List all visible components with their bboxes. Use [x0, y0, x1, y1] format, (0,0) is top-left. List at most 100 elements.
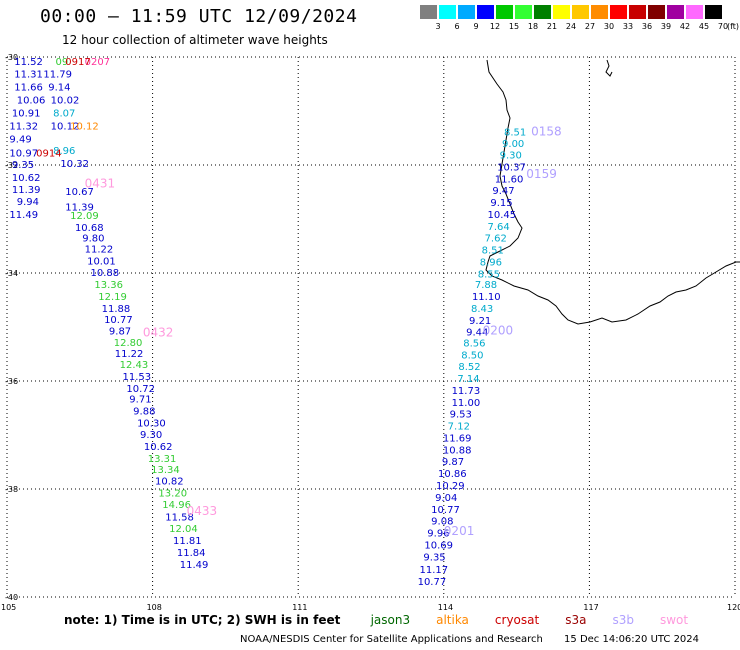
- pass-time-label: 0432: [143, 326, 174, 340]
- legend-swatch: [534, 5, 551, 19]
- wave-height-label: 10.32: [60, 159, 89, 170]
- overlap-label: 0207: [85, 57, 110, 68]
- wave-height-label: 11.84: [177, 548, 206, 559]
- wave-height-label: 13.34: [151, 465, 180, 476]
- legend-label: 6: [454, 22, 460, 31]
- wave-height-label: 13.31: [148, 454, 177, 465]
- lon-tick-label: 108: [147, 603, 162, 612]
- legend-swatch: [553, 5, 570, 19]
- satellite-key-s3a: s3a: [565, 613, 587, 627]
- legend-label: 27: [584, 22, 596, 31]
- legend-label: 36: [641, 22, 653, 31]
- satellite-key-altika: altika: [436, 613, 469, 627]
- map-subtitle: 12 hour collection of altimeter wave hei…: [62, 33, 328, 47]
- wave-height-label: 11.49: [180, 560, 209, 571]
- pass-time-label: 0201: [444, 524, 475, 538]
- lat-tick-label: -30: [5, 53, 18, 62]
- wave-height-label: 8.96: [53, 146, 75, 157]
- overlap-label: 10.12: [70, 121, 99, 132]
- wave-height-label: 10.29: [436, 481, 465, 492]
- wave-height-label: 7.64: [487, 222, 509, 233]
- wave-height-label: 7.88: [475, 280, 497, 291]
- legend-swatch: [591, 5, 608, 19]
- wave-height-label: 11.49: [9, 210, 38, 221]
- wave-height-label: 11.22: [115, 349, 144, 360]
- wave-height-label: 9.15: [490, 198, 512, 209]
- wave-height-label: 8.51: [504, 127, 526, 138]
- wave-height-label: 9.96: [427, 529, 449, 540]
- wave-height-label: 12.19: [98, 292, 127, 303]
- wave-height-label: 9.14: [48, 82, 70, 93]
- wave-height-label: 9.94: [17, 197, 39, 208]
- coastline-north-fragment: [605, 59, 613, 77]
- wave-height-label: 11.17: [420, 565, 449, 576]
- wave-height-label: 8.56: [463, 338, 485, 349]
- legend-label: 24: [565, 22, 577, 31]
- legend-label: 18: [527, 22, 539, 31]
- wave-height-label: 9.35: [12, 160, 34, 171]
- wave-height-label: 10.82: [155, 477, 184, 488]
- satellite-key-swot: swot: [659, 613, 689, 627]
- wave-height-label: 7.14: [457, 374, 479, 385]
- wave-height-label: 9.49: [9, 134, 31, 145]
- legend-label: 33: [622, 22, 634, 31]
- satellite-key-s3b: s3b: [612, 613, 634, 627]
- wave-height-label: 10.72: [126, 384, 155, 395]
- wave-height-label: 10.77: [418, 577, 447, 588]
- legend-swatch: [477, 5, 494, 19]
- generated-timestamp: 15 Dec 14:06:20 UTC 2024: [564, 634, 700, 645]
- wave-height-label: 10.68: [75, 223, 104, 234]
- wave-height-label: 9.08: [431, 517, 453, 528]
- footer: note: 1) Time is in UTC; 2) SWH is in fe…: [0, 612, 740, 650]
- map-title: 00:00 – 11:59 UTC 12/09/2024: [40, 6, 358, 27]
- wave-height-label: 10.77: [104, 315, 133, 326]
- wave-height-label: 11.69: [443, 433, 472, 444]
- credit-line: NOAA/NESDIS Center for Satellite Applica…: [240, 634, 699, 645]
- wave-height-label: 10.37: [497, 162, 526, 173]
- legend-swatch: [705, 5, 722, 19]
- legend-label: 39: [660, 22, 672, 31]
- satellite-key: jason3 altika cryosat s3a s3b swot: [345, 613, 689, 627]
- legend-label: 30: [603, 22, 615, 31]
- wave-height-label: 11.22: [85, 244, 114, 255]
- legend-swatch: [572, 5, 589, 19]
- wave-height-label: 10.88: [90, 268, 119, 279]
- wave-height-label: 9.88: [133, 406, 155, 417]
- wave-height-label: 9.71: [129, 395, 151, 406]
- legend-label: 12: [489, 22, 501, 31]
- wave-height-label: 11.81: [173, 536, 202, 547]
- lon-tick-label: 114: [438, 603, 453, 612]
- wave-height-label: 11.10: [472, 292, 501, 303]
- wave-height-label: 9.35: [423, 552, 445, 563]
- wave-height-label: 9.21: [469, 316, 491, 327]
- wave-height-label: 12.43: [120, 360, 149, 371]
- wave-height-label: 10.69: [424, 540, 453, 551]
- wave-height-label: 13.36: [94, 280, 123, 291]
- wave-height-label: 10.62: [12, 173, 41, 184]
- wave-height-label: 11.31: [14, 70, 43, 81]
- pass-time-label: 0158: [531, 124, 562, 138]
- overlap-label: 09: [56, 57, 69, 68]
- legend-label: 15: [508, 22, 520, 31]
- legend-swatch: [515, 5, 532, 19]
- legend-label: 45: [698, 22, 710, 31]
- pass-time-label: 0433: [187, 504, 218, 518]
- wave-height-label: 8.50: [461, 350, 483, 361]
- wave-height-label: 10.88: [443, 445, 472, 456]
- lon-tick-label: 111: [292, 603, 307, 612]
- wave-height-label: 11.53: [123, 372, 152, 383]
- legend-swatch: [420, 5, 437, 19]
- wave-height-label: 11.66: [14, 82, 43, 93]
- wave-height-label: 11.79: [43, 70, 72, 81]
- wave-height-label: 8.55: [478, 269, 500, 280]
- wave-height-label: 9.44: [466, 328, 488, 339]
- wave-height-label: 9.30: [140, 430, 162, 441]
- legend-swatch: [439, 5, 456, 19]
- wave-height-label: 11.73: [452, 386, 481, 397]
- lat-tick-label: -38: [5, 485, 18, 494]
- wave-height-label: 13.20: [158, 489, 187, 500]
- pass-labels: 0431 0432 0433 0158 0159 0200 0201: [85, 124, 562, 538]
- wave-height-label: 9.30: [500, 151, 522, 162]
